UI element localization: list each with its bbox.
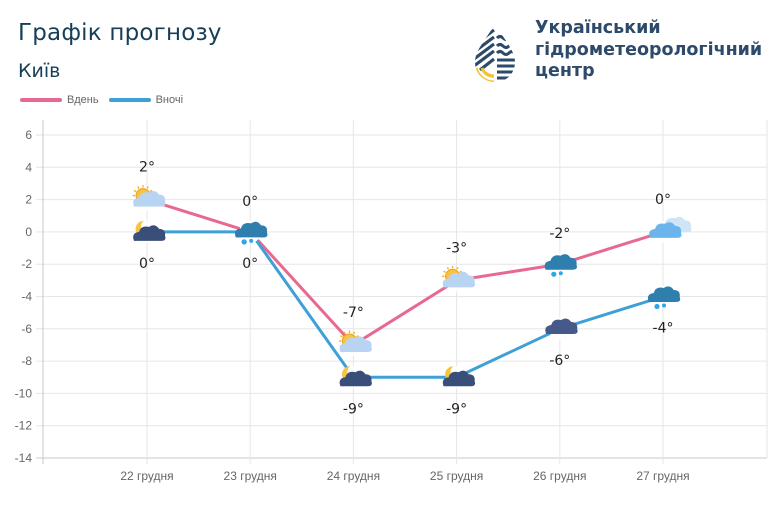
night-data-label: -4° — [653, 321, 674, 337]
night-line-segment — [558, 295, 665, 331]
day-line-segment — [351, 278, 459, 347]
night-data-label: -6° — [549, 353, 570, 369]
cloud-snow-icon — [544, 254, 577, 277]
cloud-shape — [133, 191, 166, 207]
y-tick-label: -8 — [21, 354, 32, 368]
organization-name-line3: центр — [535, 61, 595, 81]
y-tick-label: -4 — [21, 290, 32, 304]
snowflake-shape — [558, 271, 563, 276]
day-data-label: 0° — [655, 192, 671, 208]
sun-cloud-icon — [442, 265, 476, 288]
x-tick-label: 25 грудня — [430, 469, 483, 483]
day-data-label: 0° — [242, 194, 258, 210]
cloud-shape — [339, 336, 372, 352]
y-tick-label: -14 — [15, 451, 33, 465]
sun-ray — [137, 186, 140, 190]
sun-ray — [146, 186, 149, 190]
sun-cloud-icon — [338, 330, 372, 352]
snowflake-shape — [654, 303, 660, 310]
x-tick-label: 26 грудня — [533, 469, 586, 483]
moon-cloud-icon — [442, 366, 476, 387]
grid-layer — [36, 120, 768, 464]
cloud-shape — [235, 221, 268, 238]
y-tick-label: 2 — [25, 193, 32, 207]
legend-swatch-day — [20, 98, 62, 102]
moon-cloud-icon — [339, 366, 372, 387]
page-title: Графік прогнозу — [18, 20, 222, 46]
sun-ray — [459, 270, 463, 273]
sun-ray — [339, 335, 343, 338]
organization-name-line1: Український — [535, 18, 661, 38]
chart-legend: Вдень Вночі — [20, 94, 193, 106]
x-tick-label: 22 грудня — [120, 469, 173, 483]
x-tick-label: 23 грудня — [224, 469, 277, 483]
cloud-shape — [649, 222, 682, 238]
sun-ray — [443, 270, 447, 273]
x-tick-label: 27 грудня — [636, 469, 689, 483]
y-tick-label: -12 — [15, 419, 33, 433]
label-layer: 2° 0° -7° -3° -2° 0° 0° 0° -9° -9° -6° -4° — [139, 160, 673, 418]
night-line-segment — [455, 327, 562, 379]
legend-item-night[interactable]: Вночі — [108, 94, 184, 106]
cloud-snow-icon — [647, 286, 681, 310]
dark-cloud-icon — [545, 318, 578, 335]
day-line-segment — [558, 230, 665, 266]
sun-ray — [446, 266, 450, 270]
sun-ray — [352, 331, 356, 335]
snowflake-shape — [241, 239, 247, 245]
snowflake-shape — [662, 303, 666, 308]
day-data-label: -3° — [446, 240, 467, 256]
sun-ray — [455, 266, 459, 270]
cloud-shape — [133, 225, 166, 241]
icon-layer — [132, 185, 692, 389]
cloud-shape — [339, 370, 372, 387]
y-tick-label: -10 — [15, 386, 33, 400]
y-tick-label: 4 — [25, 160, 32, 174]
night-line-segment — [248, 230, 355, 379]
moon-cloud-icon — [133, 220, 166, 241]
y-tick-label: -2 — [21, 257, 32, 271]
night-data-label: -9° — [343, 401, 364, 417]
sun-cloud-icon — [132, 185, 166, 207]
night-data-label: 0° — [139, 256, 155, 272]
day-line-segment — [248, 230, 355, 347]
cloud-shape — [442, 271, 476, 288]
sun-ray — [355, 335, 359, 338]
x-tick-label: 24 грудня — [327, 469, 380, 483]
snowflake-shape — [249, 238, 254, 243]
organization-name-line2: гідрометеорологічний — [535, 39, 763, 60]
snowflake-shape — [551, 271, 557, 277]
sun-ray — [133, 189, 137, 193]
axis-layer: 6 4 2 0 -2 -4 -6 -8 -10 -12 -14 22 грудня 23 грудня 2… — [15, 120, 690, 483]
cloud-shape — [544, 254, 577, 270]
legend-label-night: Вночі — [155, 94, 184, 106]
day-data-label: 2° — [139, 160, 155, 176]
day-data-label: -2° — [549, 226, 570, 242]
cloud-icon — [649, 216, 692, 238]
night-data-label: -9° — [446, 401, 467, 417]
city-name: Київ — [18, 60, 61, 82]
y-tick-label: 6 — [25, 128, 32, 142]
sun-ray — [343, 331, 347, 335]
cloud-shape — [545, 318, 578, 335]
y-tick-label: -6 — [21, 322, 32, 336]
cloud-shape — [442, 370, 476, 387]
legend-label-day: Вдень — [67, 94, 99, 106]
line-layer — [145, 198, 665, 379]
cloud-shape — [647, 286, 681, 302]
sun-ray — [149, 189, 153, 193]
cloud-snow-icon — [235, 221, 268, 245]
legend-item-day[interactable]: Вдень — [20, 94, 99, 106]
night-data-label: 0° — [242, 256, 258, 272]
water-drop-logo-icon — [475, 24, 515, 82]
organization-name: Український гідрометеорологічний центр — [535, 18, 762, 83]
y-tick-label: 0 — [25, 225, 32, 239]
day-data-label: -7° — [343, 305, 364, 321]
legend-swatch-night — [108, 98, 151, 102]
